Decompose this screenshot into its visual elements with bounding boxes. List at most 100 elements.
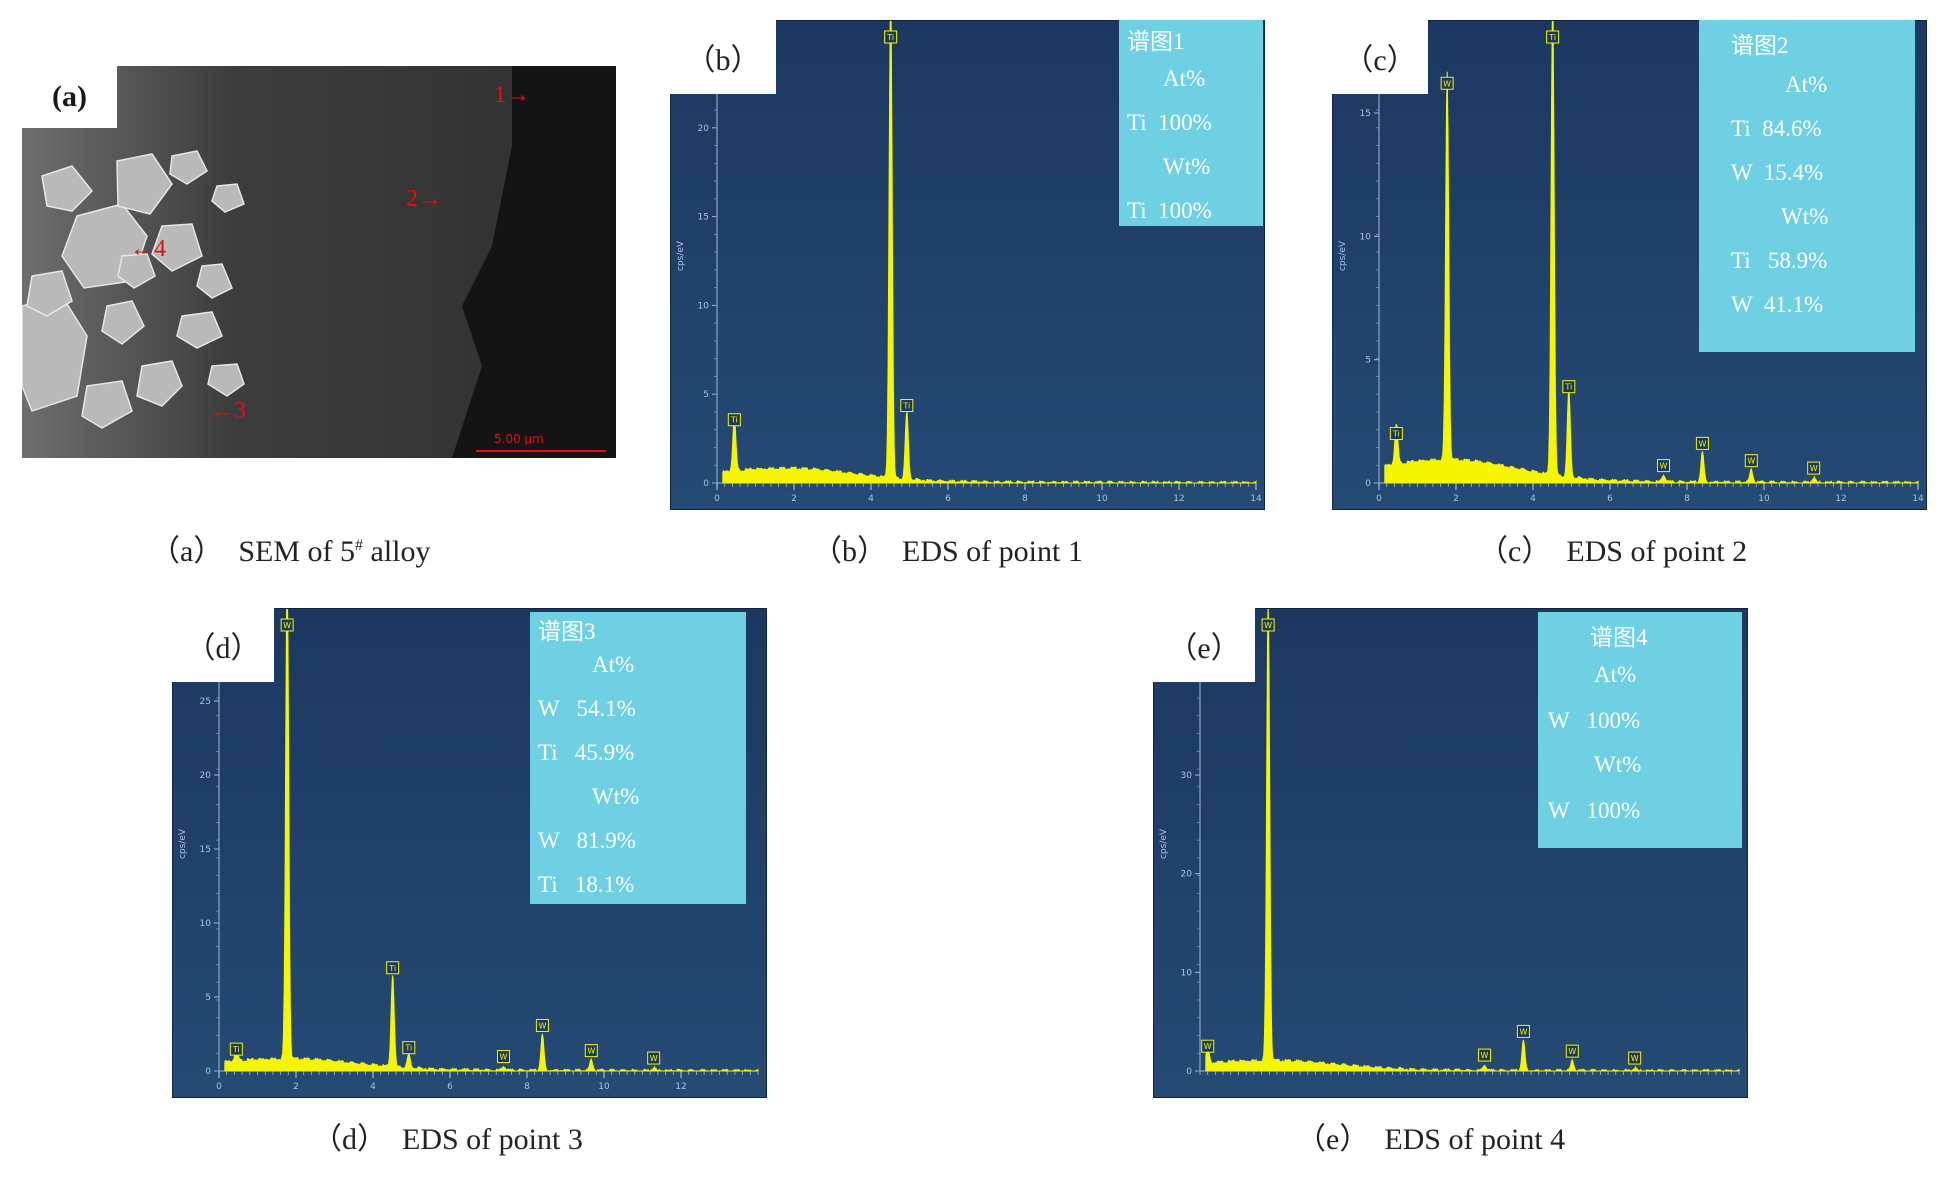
peak-label-W: W xyxy=(1631,1054,1639,1063)
x-tick-label: 14 xyxy=(1250,494,1262,504)
spectrum-series xyxy=(1384,21,1919,484)
result-row: Ti 100% xyxy=(1127,110,1212,135)
y-tick-label: 10 xyxy=(698,301,710,311)
x-tick-label: 12 xyxy=(1173,494,1184,504)
x-tick-label: 6 xyxy=(945,494,951,504)
sem-image xyxy=(22,66,616,458)
x-tick-label: 4 xyxy=(370,1082,376,1092)
peak-label-box xyxy=(402,1041,416,1055)
sem-scale-bar xyxy=(476,450,606,452)
x-tick-label: 14 xyxy=(1912,494,1924,504)
panel-d-tag: （d） xyxy=(172,608,274,682)
result-row: W 100% xyxy=(1548,798,1641,823)
y-tick-label: 20 xyxy=(698,124,710,134)
peak-label-Ti: Ti xyxy=(730,416,738,425)
result-row: Wt% xyxy=(1781,204,1829,229)
x-tick-label: 0 xyxy=(714,494,720,504)
peak-label-box xyxy=(229,1042,243,1056)
result-row: At% xyxy=(1594,662,1637,687)
y-tick-label: 0 xyxy=(1186,1067,1192,1077)
x-tick-label: 12 xyxy=(675,1082,686,1092)
result-box-point-2: 谱图2 At% Ti 84.6% W 15.4% Wt% Ti 58.9% W … xyxy=(1699,20,1915,352)
x-tick-label: 4 xyxy=(868,494,874,504)
eds-spectrum-svg: 0 5 10 15 20 cps/eV 0 2 4 6 8 10 12 14 Ti Ti Ti xyxy=(676,21,1262,504)
result-row: Ti 100% xyxy=(1127,198,1212,223)
peak-label-box xyxy=(1478,1048,1492,1062)
peak-label-W: W xyxy=(1747,457,1755,466)
peak-label-box xyxy=(1562,380,1576,394)
peak-label-W: W xyxy=(1810,464,1818,473)
result-row: Wt% xyxy=(592,784,640,809)
panel-c-tag: （c） xyxy=(1332,20,1428,94)
result-row: W 41.1% xyxy=(1731,292,1824,317)
y-axis-label: cps/eV xyxy=(1159,828,1169,859)
peak-label-box xyxy=(1516,1024,1530,1038)
sem-micrograph xyxy=(22,66,616,458)
peak-label-box xyxy=(386,961,400,975)
peak-label-box xyxy=(1744,454,1758,468)
peak-label-box xyxy=(1440,76,1454,90)
peak-label-W: W xyxy=(587,1047,595,1056)
peak-label-box xyxy=(1657,459,1671,473)
x-tick-label: 10 xyxy=(1096,494,1108,504)
peak-label-box xyxy=(884,30,898,44)
spectrum-series xyxy=(224,609,759,1072)
y-axis-label: cps/eV xyxy=(676,240,686,271)
x-tick-label: 6 xyxy=(1607,494,1613,504)
y-tick-label: 5 xyxy=(703,390,709,400)
peak-label-W: W xyxy=(1204,1042,1212,1051)
x-tick-label: 10 xyxy=(598,1082,610,1092)
x-tick-label: 6 xyxy=(447,1082,453,1092)
sem-marker-3: ←3 xyxy=(210,398,246,424)
caption-b: （b） EDS of point 1 xyxy=(812,535,1083,568)
result-title: 谱图1 xyxy=(1127,29,1185,54)
caption-a: （a） SEM of 5# alloy xyxy=(150,535,431,568)
sem-marker-4: ←4 xyxy=(130,236,166,262)
peak-label-box xyxy=(727,413,741,427)
peak-label-W: W xyxy=(650,1054,658,1063)
y-axis-label: cps/eV xyxy=(1338,240,1348,271)
x-tick-label: 8 xyxy=(1022,494,1028,504)
y-tick-label: 0 xyxy=(205,1067,211,1077)
sem-scale-text: 5.00 μm xyxy=(494,432,544,446)
y-tick-label: 0 xyxy=(1365,479,1371,489)
peak-label-box xyxy=(497,1050,511,1064)
peak-label-box xyxy=(900,399,914,413)
result-row: At% xyxy=(1785,72,1828,97)
x-tick-label: 2 xyxy=(1453,494,1459,504)
peak-label-W: W xyxy=(1519,1027,1527,1036)
peak-label-box xyxy=(1807,461,1821,475)
y-axis-label: cps/eV xyxy=(178,828,188,859)
peak-label-W: W xyxy=(1264,621,1272,630)
peak-label-box xyxy=(1695,436,1709,450)
peak-label-W: W xyxy=(1481,1051,1489,1060)
peak-label-W: W xyxy=(283,621,291,630)
result-row: W 81.9% xyxy=(538,828,636,853)
result-title: 谱图2 xyxy=(1731,33,1789,58)
peak-label-W: W xyxy=(500,1053,508,1062)
result-row: At% xyxy=(1163,66,1206,91)
peak-label-W: W xyxy=(538,1021,546,1030)
result-row: W 100% xyxy=(1548,708,1641,733)
peak-label-Ti: Ti xyxy=(1548,33,1556,42)
panel-a-tag: (a) xyxy=(22,66,117,128)
peak-label-W: W xyxy=(1443,79,1451,88)
spectrum-series xyxy=(1205,609,1740,1072)
result-title: 谱图3 xyxy=(538,619,596,644)
result-row: W 54.1% xyxy=(538,696,636,721)
x-tick-label: 0 xyxy=(216,1082,222,1092)
y-tick-label: 10 xyxy=(1181,968,1193,978)
y-tick-label: 15 xyxy=(698,213,709,223)
x-tick-label: 8 xyxy=(1684,494,1690,504)
spectrum-series xyxy=(722,21,1257,484)
peak-label-Ti: Ti xyxy=(232,1045,240,1054)
peak-label-box xyxy=(1546,30,1560,44)
result-box-point-3: 谱图3 At% W 54.1% Ti 45.9% Wt% W 81.9% Ti … xyxy=(530,612,746,904)
peak-label-Ti: Ti xyxy=(1564,383,1572,392)
x-tick-label: 4 xyxy=(1530,494,1536,504)
x-tick-label: 2 xyxy=(293,1082,299,1092)
y-tick-label: 20 xyxy=(1181,870,1193,880)
result-row: Ti 84.6% xyxy=(1731,116,1822,141)
result-title: 谱图4 xyxy=(1590,625,1648,650)
peak-label-box xyxy=(1389,427,1403,441)
